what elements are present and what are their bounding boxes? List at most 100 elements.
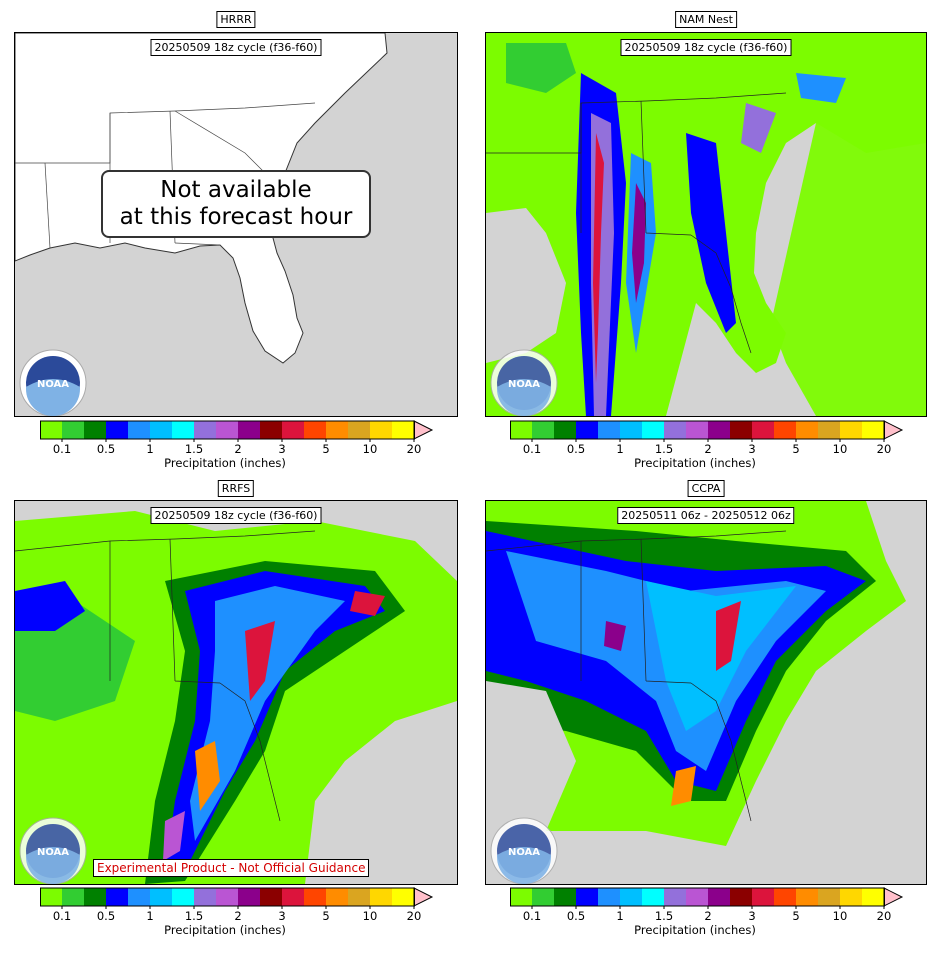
colorbar-swatch — [598, 421, 620, 439]
colorbar-swatch — [260, 888, 282, 906]
colorbar-swatch — [282, 888, 304, 906]
colorbar-tick-label: 5 — [792, 442, 800, 456]
noaa-logo-icon: NOAA — [490, 817, 558, 884]
cycle-label: 20250509 18z cycle (f36-f60) — [620, 39, 792, 56]
colorbar-swatch — [862, 888, 884, 906]
colorbar: 0.1 0.5 1 1.5 2 3 5 10 20 Precipitation (inches) — [510, 887, 905, 937]
colorbar-swatch — [260, 421, 282, 439]
colorbar-tick-label: 20 — [876, 442, 892, 456]
colorbar-swatch — [576, 888, 598, 906]
colorbar-swatch — [106, 421, 128, 439]
colorbar-extend-arrow — [883, 887, 904, 907]
colorbar-swatch — [686, 888, 708, 906]
colorbar-swatch — [172, 888, 194, 906]
colorbar: 0.1 0.5 1 1.5 2 3 5 10 20 Precipitation (inches) — [40, 887, 435, 937]
colorbar-swatches — [510, 887, 904, 909]
colorbar-tick-label: 1.5 — [184, 909, 204, 923]
colorbar-swatch — [840, 888, 862, 906]
colorbar-swatch — [708, 421, 730, 439]
colorbar-swatches — [40, 887, 434, 909]
colorbar-swatch — [194, 888, 216, 906]
colorbar-swatch — [708, 888, 730, 906]
not-available-message: Not available at this forecast hour — [101, 170, 371, 238]
colorbar-tick-label: 20 — [876, 909, 892, 923]
colorbar-swatch — [84, 421, 106, 439]
colorbar-border — [40, 420, 415, 440]
colorbar: 0.1 0.5 1 1.5 2 3 5 10 20 Precipitation (inches) — [510, 420, 905, 470]
colorbar-border — [510, 887, 885, 907]
colorbar-tick-label: 3 — [748, 442, 756, 456]
cycle-label: 20250511 06z - 20250512 06z — [617, 507, 795, 524]
colorbar-swatch — [818, 888, 840, 906]
colorbar-swatch — [326, 421, 348, 439]
colorbar-tick-label: 3 — [278, 442, 286, 456]
colorbar-swatch — [194, 421, 216, 439]
cycle-label: 20250509 18z cycle (f36-f60) — [150, 39, 322, 56]
colorbar-swatch — [326, 888, 348, 906]
colorbar-swatch — [554, 888, 576, 906]
colorbar-swatch — [730, 421, 752, 439]
colorbar-swatch — [752, 888, 774, 906]
colorbar-swatch — [40, 421, 62, 439]
colorbar-swatch — [818, 421, 840, 439]
colorbar-border — [510, 420, 885, 440]
colorbar-swatch — [150, 421, 172, 439]
colorbar-tick-label: 1 — [616, 442, 624, 456]
colorbar-tick-label: 1 — [616, 909, 624, 923]
colorbar-extend-arrow — [883, 420, 904, 440]
svg-text:NOAA: NOAA — [508, 379, 540, 390]
experimental-note: Experimental Product - Not Official Guid… — [93, 859, 370, 877]
colorbar-swatch — [62, 421, 84, 439]
colorbar-tick-label: 1.5 — [654, 909, 674, 923]
map-ccpa: 20250511 06z - 20250512 06z NOAA — [485, 500, 927, 885]
colorbar: 0.1 0.5 1 1.5 2 3 5 10 20 Precipitation (inches) — [40, 420, 435, 470]
colorbar-swatch — [664, 421, 686, 439]
colorbar-swatch — [150, 888, 172, 906]
colorbar-swatch — [840, 421, 862, 439]
colorbar-swatches — [40, 420, 434, 442]
colorbar-swatch — [370, 421, 392, 439]
colorbar-swatch — [172, 421, 194, 439]
colorbar-swatches — [510, 420, 904, 442]
colorbar-swatch — [620, 421, 642, 439]
colorbar-swatch — [664, 888, 686, 906]
colorbar-swatch — [216, 421, 238, 439]
colorbar-tick-label: 0.1 — [52, 442, 72, 456]
colorbar-swatch — [304, 888, 326, 906]
colorbar-title: Precipitation (inches) — [164, 923, 286, 937]
model-title: CCPA — [687, 480, 725, 497]
noaa-logo-icon: NOAA — [490, 349, 558, 416]
svg-text:NOAA: NOAA — [508, 847, 540, 858]
colorbar-swatch — [238, 888, 260, 906]
colorbar-swatch — [216, 888, 238, 906]
colorbar-swatch — [554, 421, 576, 439]
colorbar-tick-label: 2 — [234, 442, 242, 456]
colorbar-swatch — [304, 421, 326, 439]
colorbar-swatch — [128, 421, 150, 439]
colorbar-tick-label: 3 — [748, 909, 756, 923]
colorbar-swatch — [774, 888, 796, 906]
colorbar-tick-label: 20 — [406, 442, 422, 456]
model-title: HRRR — [216, 11, 256, 28]
colorbar-swatch — [576, 421, 598, 439]
colorbar-swatch — [348, 888, 370, 906]
colorbar-swatch — [370, 888, 392, 906]
colorbar-swatch — [862, 421, 884, 439]
colorbar-title: Precipitation (inches) — [634, 456, 756, 470]
colorbar-tick-label: 0.5 — [96, 442, 116, 456]
noaa-logo-icon: NOAA — [19, 349, 87, 416]
colorbar-tick-label: 0.5 — [96, 909, 116, 923]
colorbar-title: Precipitation (inches) — [164, 456, 286, 470]
map-rrfs: 20250509 18z cycle (f36-f60) NOAA Experi… — [14, 500, 458, 885]
colorbar-swatch — [774, 421, 796, 439]
colorbar-extend-arrow — [413, 887, 434, 907]
colorbar-swatch — [686, 421, 708, 439]
colorbar-tick-label: 5 — [322, 442, 330, 456]
svg-text:NOAA: NOAA — [37, 379, 69, 390]
colorbar-swatch — [62, 888, 84, 906]
map-hrrr: 20250509 18z cycle (f36-f60) Not availab… — [14, 32, 458, 417]
colorbar-tick-label: 10 — [832, 909, 848, 923]
colorbar-tick-label: 10 — [832, 442, 848, 456]
model-title: RRFS — [217, 480, 255, 497]
colorbar-swatch — [642, 888, 664, 906]
